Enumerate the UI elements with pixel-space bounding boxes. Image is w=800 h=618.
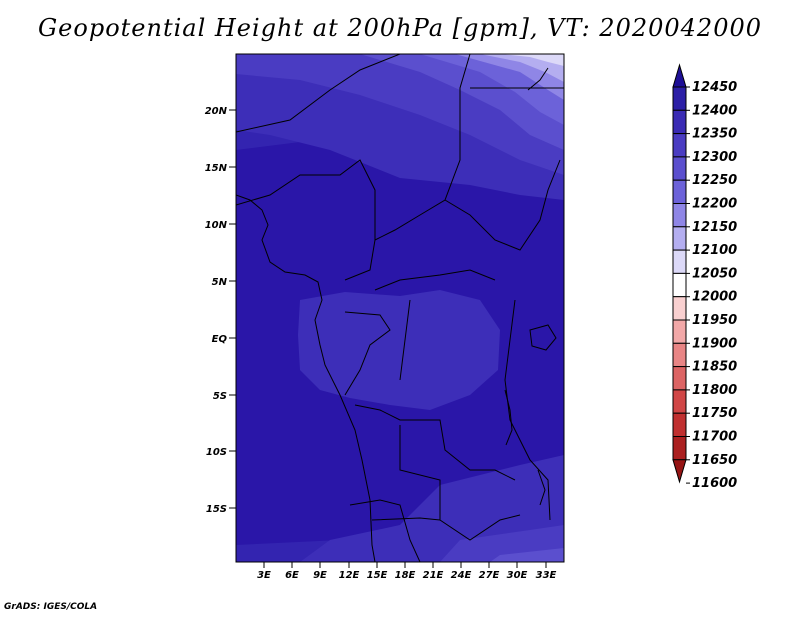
border-namibia — [371, 517, 441, 521]
lat-tick-label: 5N — [212, 277, 228, 288]
lat-tick-label: EQ — [212, 334, 228, 345]
colorbar-label: 11800 — [692, 383, 737, 398]
colorbar-swatch — [672, 156, 687, 181]
colorbar-swatch — [672, 226, 687, 251]
colorbar-label: 12450 — [692, 80, 737, 95]
colorbar-max-arrow — [672, 63, 687, 88]
red-sea-coast — [527, 67, 549, 91]
colorbar-swatch — [672, 203, 687, 228]
chart-title: Geopotential Height at 200hPa [gpm], VT:… — [38, 14, 762, 42]
colorbar-label: 11650 — [692, 453, 737, 468]
colorbar-swatch — [672, 109, 687, 135]
lon-tick-label: 24E — [451, 570, 472, 581]
border-congo — [344, 311, 391, 396]
border-niger — [236, 54, 401, 133]
colorbar-label: 11750 — [692, 406, 737, 421]
lon-tick-label: 27E — [479, 570, 500, 581]
colorbar-label: 11600 — [692, 476, 737, 491]
colorbar-swatch — [672, 389, 687, 414]
colorbar-swatch — [672, 86, 687, 111]
lon-tick-label: 3E — [257, 570, 271, 581]
field-north-band-6 — [480, 54, 564, 82]
nile-line — [399, 299, 411, 381]
border-drc-south — [354, 404, 516, 481]
colorbar-swatch — [672, 319, 687, 344]
lat-tick-label: 15S — [206, 504, 227, 515]
colorbar-label: 12400 — [692, 103, 737, 118]
height-field — [236, 54, 564, 562]
colorbar-label: 12000 — [692, 290, 737, 305]
field-north-band-7 — [500, 54, 564, 66]
map-frame — [235, 53, 565, 563]
field-south-region-3 — [490, 548, 564, 562]
colorbar-swatch — [672, 342, 687, 368]
lon-tick-label: 33E — [536, 570, 557, 581]
lon-tick-label: 9E — [313, 570, 327, 581]
colorbar-swatch — [672, 412, 687, 438]
west-africa-coast — [236, 194, 376, 562]
lake-malawi — [537, 469, 546, 506]
lon-tick-label: 15E — [367, 570, 388, 581]
colorbar-label: 12200 — [692, 197, 737, 212]
colorbar-label: 11950 — [692, 313, 737, 328]
colorbar-swatch — [672, 272, 687, 298]
colorbar-label: 12150 — [692, 220, 737, 235]
longitude-axis: 3E 6E 9E 12E 15E 18E 21E 24E 27E 30E 33E — [257, 562, 557, 581]
colorbar-swatch — [672, 436, 687, 461]
colorbar-label: 12100 — [692, 243, 737, 258]
lat-tick-label: 5S — [213, 391, 227, 402]
border-south-tail — [349, 499, 421, 562]
colorbar-label: 12300 — [692, 150, 737, 165]
lake-tanganyika — [504, 389, 513, 446]
colorbar-swatch — [672, 249, 687, 274]
latitude-axis: 20N 15N 10N 5N EQ 5S 10S 15S — [205, 106, 236, 515]
colorbar-label: 12350 — [692, 127, 737, 142]
lon-tick-label: 12E — [339, 570, 360, 581]
colorbar-swatch — [672, 366, 687, 391]
lon-tick-label: 21E — [423, 570, 444, 581]
lat-tick-label: 15N — [205, 163, 228, 174]
lake-victoria — [529, 324, 557, 351]
lat-tick-label: 10N — [205, 220, 228, 231]
colorbar-swatch — [672, 179, 687, 204]
grads-credit: GrADS: IGES/COLA — [4, 602, 98, 612]
colorbar: 12450 12400 12350 12300 12250 12200 12150 12100… — [672, 63, 737, 491]
colorbar-label: 11700 — [692, 430, 737, 445]
coastlines-borders — [236, 54, 564, 562]
colorbar-label: 11850 — [692, 360, 737, 375]
colorbar-swatch — [672, 133, 687, 158]
colorbar-swatch — [672, 296, 687, 321]
field-basin-region — [298, 290, 500, 410]
colorbar-label: 12050 — [692, 266, 737, 281]
lon-tick-label: 30E — [507, 570, 528, 581]
colorbar-label: 12250 — [692, 173, 737, 188]
border-nigeria — [236, 159, 376, 281]
colorbar-min-arrow — [672, 459, 687, 484]
border-sudan — [444, 159, 561, 251]
lat-tick-label: 10S — [206, 447, 227, 458]
lon-tick-label: 18E — [395, 570, 416, 581]
colorbar-label: 11900 — [692, 336, 737, 351]
border-east-lakes — [504, 299, 551, 521]
lon-tick-label: 6E — [285, 570, 299, 581]
lat-tick-label: 20N — [205, 106, 228, 117]
border-car — [374, 269, 496, 291]
